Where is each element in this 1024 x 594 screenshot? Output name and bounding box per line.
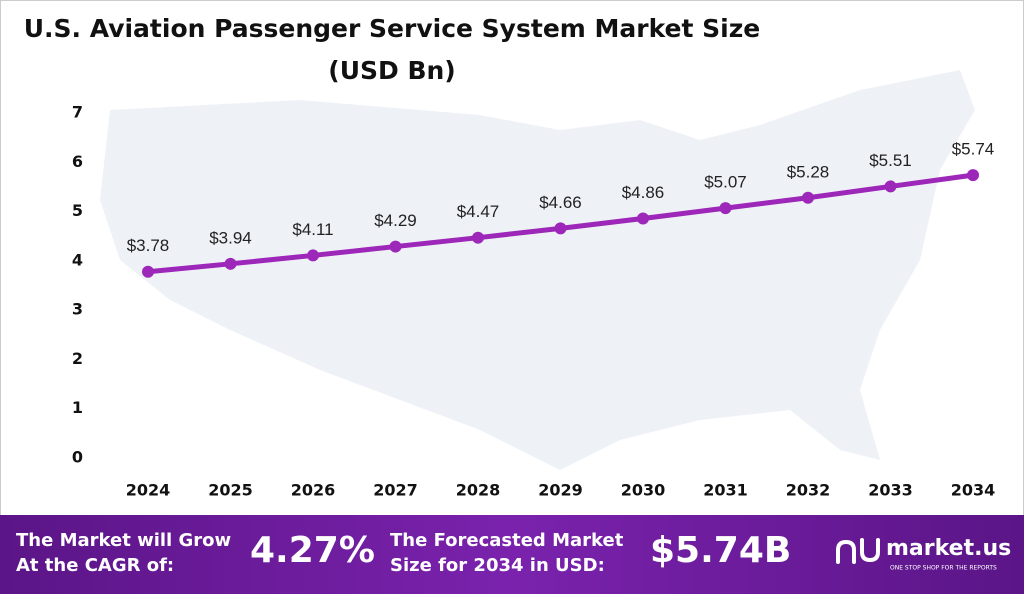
- brand-name: market.us: [886, 536, 1011, 561]
- y-tick-label: 7: [72, 103, 83, 122]
- brand-logo: [836, 538, 880, 564]
- cagr-text: At the CAGR of:: [16, 555, 174, 576]
- data-label: $4.11: [292, 220, 333, 239]
- data-label: $5.07: [704, 173, 747, 192]
- x-tick-label: 2032: [786, 481, 831, 500]
- data-label: $4.47: [457, 202, 500, 221]
- cagr-value: 4.27%: [250, 530, 375, 571]
- data-label: $4.66: [539, 193, 582, 212]
- y-tick-label: 5: [72, 201, 83, 220]
- data-point: [142, 265, 154, 278]
- data-label: $4.86: [622, 183, 665, 202]
- y-tick-label: 3: [72, 300, 83, 319]
- forecast-text: Size for 2034 in USD:: [390, 555, 605, 576]
- data-label: $5.28: [787, 162, 830, 181]
- x-tick-label: 2025: [208, 481, 253, 500]
- data-label: $5.74: [952, 140, 995, 159]
- map-background: [100, 70, 975, 470]
- x-tick-label: 2026: [291, 481, 336, 500]
- brand-tagline: ONE STOP SHOP FOR THE REPORTS: [890, 565, 997, 572]
- y-tick-label: 0: [72, 448, 83, 467]
- data-point: [472, 231, 484, 244]
- x-tick-label: 2024: [126, 481, 171, 500]
- data-point: [637, 212, 649, 225]
- chart-subtitle: (USD Bn): [328, 56, 455, 85]
- data-point: [884, 180, 897, 193]
- chart-title: U.S. Aviation Passenger Service System M…: [24, 14, 761, 43]
- data-point: [967, 169, 979, 182]
- cagr-text: The Market will Grow: [16, 530, 231, 551]
- y-tick-label: 2: [72, 349, 83, 368]
- forecast-value: $5.74B: [650, 530, 791, 571]
- x-tick-label: 2028: [456, 481, 501, 500]
- data-point: [224, 257, 237, 270]
- x-tick-label: 2034: [951, 481, 996, 500]
- y-tick-label: 4: [72, 250, 83, 269]
- data-label: $4.29: [374, 211, 417, 230]
- data-label: $5.51: [869, 151, 912, 170]
- data-point: [389, 240, 402, 253]
- forecast-text: The Forecasted Market: [390, 530, 624, 551]
- data-point: [554, 222, 567, 235]
- x-tick-label: 2031: [703, 481, 748, 500]
- data-label: $3.78: [127, 236, 170, 255]
- data-point: [307, 249, 319, 262]
- x-tick-label: 2030: [621, 481, 666, 500]
- data-point: [719, 202, 732, 215]
- x-tick-label: 2033: [868, 481, 913, 500]
- x-tick-label: 2029: [538, 481, 583, 500]
- x-tick-label: 2027: [373, 481, 418, 500]
- y-tick-label: 1: [72, 398, 83, 417]
- data-point: [802, 191, 814, 204]
- data-label: $3.94: [209, 228, 252, 247]
- y-tick-label: 6: [72, 152, 83, 171]
